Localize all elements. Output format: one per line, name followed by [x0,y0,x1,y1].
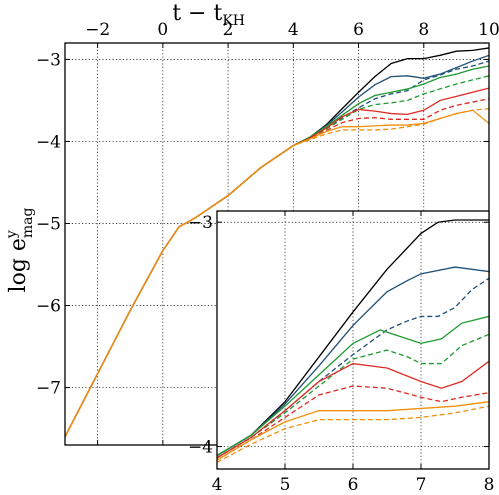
y-axis-title-subscript: mag [20,208,36,239]
main-y-tick-label: −4 [36,132,61,152]
main-series-line-9 [65,107,489,438]
inset-tick-marks [216,211,490,469]
main-y-tick-label: −6 [36,297,61,317]
main-x-tick-label: 10 [478,20,499,40]
inset-series-group [217,219,489,463]
y-axis-title-main: log e [6,238,31,292]
main-y-tick-labels: −7 −6 −5 −4 −3 [36,50,61,398]
main-y-tick-label: −3 [36,50,61,70]
inset-series-line-9 [217,405,489,463]
inset-series-line-7 [217,385,489,461]
inset-x-tick-label: 5 [280,475,291,495]
inset-series-line-5 [217,333,489,459]
x-axis-title: t − tKH [172,1,245,29]
main-x-tick-label: −2 [85,20,110,40]
inset-y-tick-label: −4 [188,438,213,458]
inset-x-tick-label: 7 [416,475,427,495]
inset-x-tick-labels: 4 5 6 7 8 [212,475,495,495]
inset-x-tick-label: 8 [484,475,495,495]
main-y-tick-label: −7 [36,379,61,399]
inset-series-line-2 [217,266,489,457]
main-x-tick-label: 6 [353,20,364,40]
inset-x-tick-label: 6 [348,475,359,495]
inset-y-tick-labels: −4 −3 [188,213,213,457]
inset-series-line-1 [217,219,489,457]
main-x-tick-label: 4 [288,20,299,40]
y-axis-title-superscript: y [4,230,20,239]
inset-y-tick-label: −3 [188,213,213,233]
inset-x-tick-label: 4 [212,475,223,495]
inset-series-line-4 [217,315,489,457]
inset-series-line-8 [217,401,489,461]
y-axis-title: log eymag [4,208,36,293]
inset-grid [217,211,489,469]
x-axis-title-main: t − t [172,1,222,26]
main-x-tick-label: 8 [418,20,429,40]
main-x-tick-label: 2 [223,20,234,40]
main-x-tick-label: 0 [157,20,168,40]
inset-series-line-6 [217,360,489,459]
x-axis-title-subscript: KH [222,13,245,29]
main-y-tick-label: −5 [36,214,61,234]
main-x-tick-labels: −2 0 2 4 6 8 10 [85,20,499,40]
main-series-group [65,47,489,438]
